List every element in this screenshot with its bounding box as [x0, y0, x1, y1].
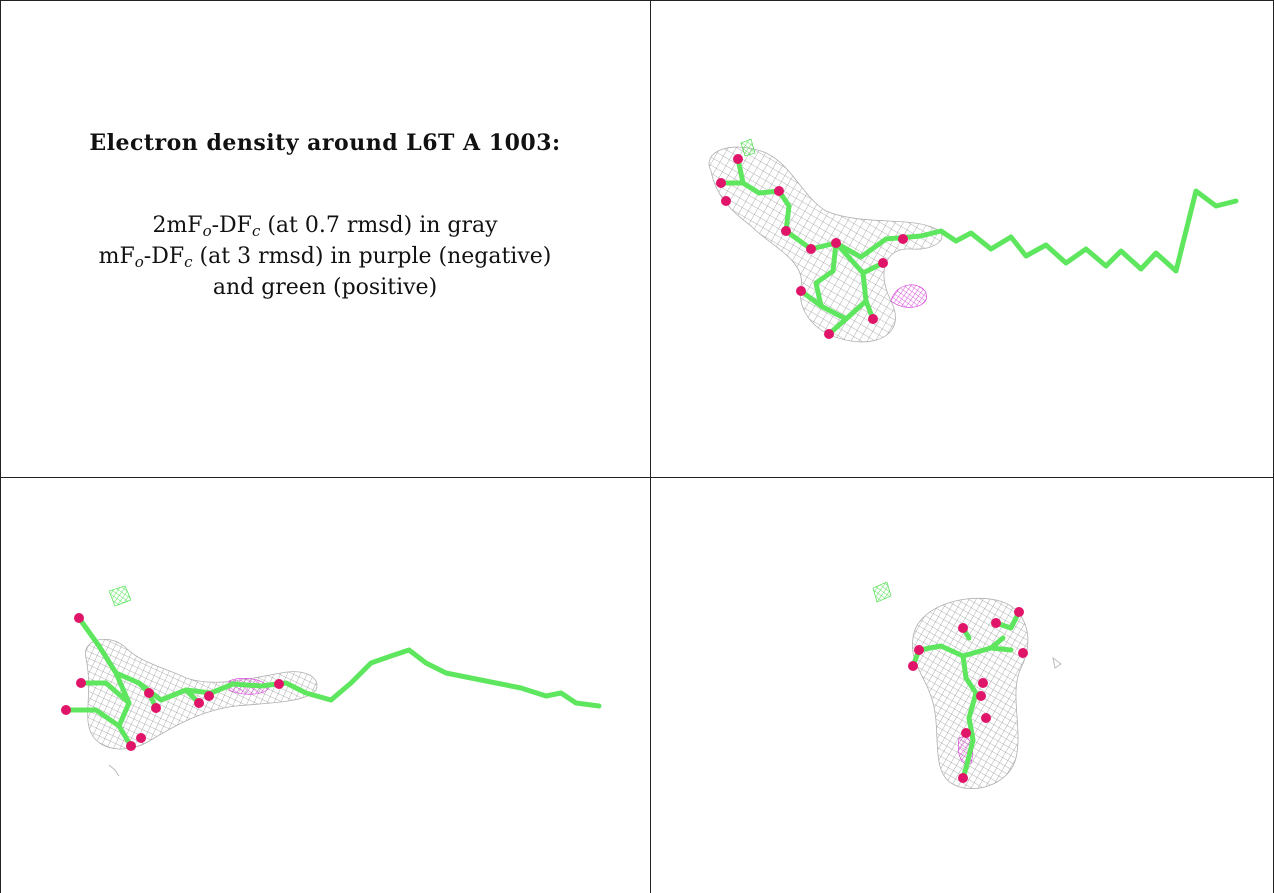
- density-panel-view-2: [1, 478, 650, 892]
- legend-line-colors: and green (positive): [212, 275, 438, 300]
- legend-subscript: c: [251, 222, 261, 240]
- legend-term: -DF: [211, 213, 252, 238]
- legend-term: 2mF: [152, 213, 203, 238]
- ligand-view-3-image: [872, 581, 1062, 790]
- border-top: [0, 0, 1274, 1]
- border-middle-horizontal: [0, 477, 1274, 478]
- border-middle-vertical: [650, 0, 651, 893]
- legend-subscript: o: [202, 222, 212, 240]
- legend-line-2fofc: 2mFo-DFc (at 0.7 rmsd) in gray: [0, 210, 650, 241]
- caption-cell: Electron density around L6T A 1003: 2mFo…: [0, 0, 650, 477]
- ligand-view-1-image: [708, 138, 1239, 343]
- density-panel-view-1: [651, 1, 1273, 477]
- page-title: Electron density around L6T A 1003:: [89, 130, 561, 156]
- legend-line-fofc: mFo-DFc (at 3 rmsd) in purple (negative): [0, 241, 650, 272]
- border-left: [0, 0, 1, 893]
- legend-term: (at 3 rmsd) in purple (negative): [192, 244, 552, 269]
- legend-text: 2mFo-DFc (at 0.7 rmsd) in gray mFo-DFc (…: [0, 210, 650, 303]
- ligand-view-2-image: [61, 585, 602, 777]
- density-panel-view-3: [651, 478, 1273, 892]
- legend-term: mF: [98, 244, 135, 269]
- legend-subscript: c: [184, 253, 193, 271]
- legend-term: -DF: [143, 244, 185, 269]
- legend-term: (at 0.7 rmsd) in gray: [260, 213, 498, 238]
- legend-subscript: o: [134, 253, 144, 271]
